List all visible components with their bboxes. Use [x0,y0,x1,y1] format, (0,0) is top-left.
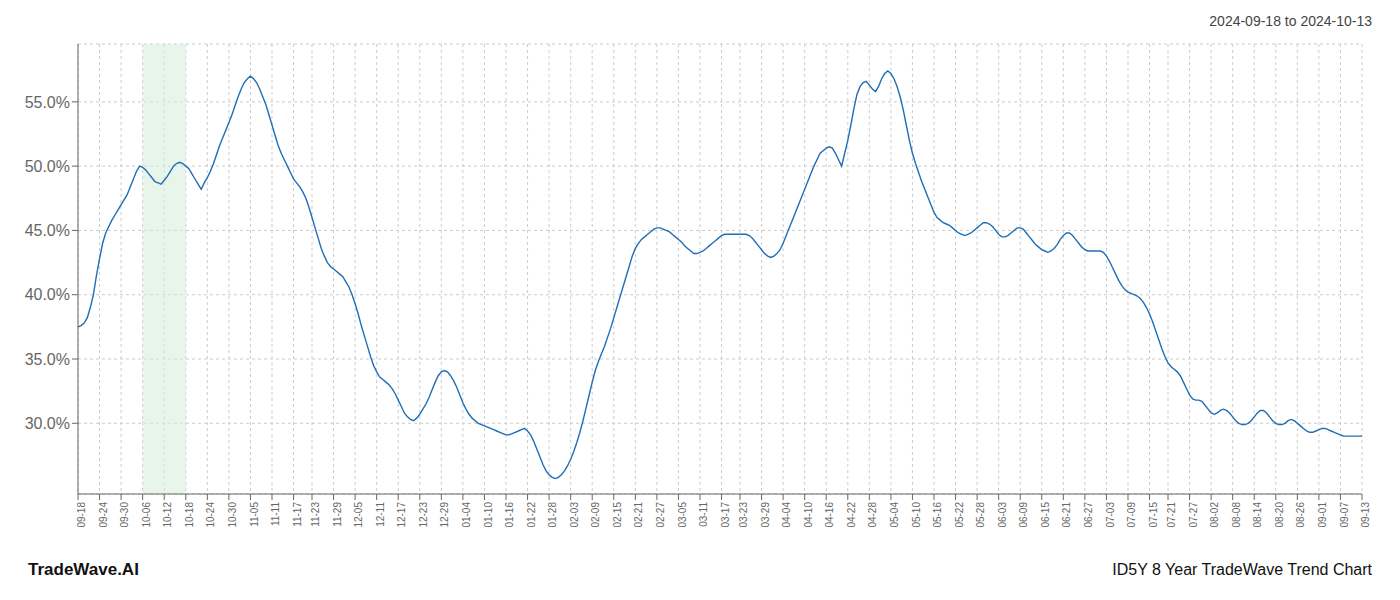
svg-text:05-28: 05-28 [975,502,986,528]
svg-text:02-27: 02-27 [655,502,666,528]
html-text:ID5Y 8 Year TradeWave Trend Ch: ID5Y 8 Year TradeWave Trend Chart [1112,561,1372,578]
svg-text:10-18: 10-18 [184,502,195,528]
svg-text:02-09: 02-09 [590,502,601,528]
svg-text:04-16: 04-16 [824,502,835,528]
svg-text:07-21: 07-21 [1166,502,1177,528]
svg-text:05-22: 05-22 [954,502,965,528]
svg-text:03-29: 03-29 [760,502,771,528]
svg-text:09-01: 09-01 [1317,502,1328,528]
svg-text:35.0%: 35.0% [25,351,70,368]
svg-text:06-15: 06-15 [1040,502,1051,528]
svg-text:40.0%: 40.0% [25,286,70,303]
svg-text:01-10: 01-10 [483,502,494,528]
svg-text:08-26: 08-26 [1295,502,1306,528]
svg-text:02-03: 02-03 [569,502,580,528]
svg-text:03-11: 03-11 [698,502,709,527]
svg-text:10-24: 10-24 [205,502,216,528]
svg-text:04-28: 04-28 [867,502,878,528]
svg-text:09-13: 09-13 [1360,502,1371,528]
svg-text:11-29: 11-29 [332,502,343,527]
svg-text:09-24: 09-24 [98,502,109,528]
svg-text:11-05: 11-05 [249,502,260,527]
svg-text:09-30: 09-30 [119,502,130,528]
svg-text:04-22: 04-22 [846,502,857,528]
svg-text:03-23: 03-23 [738,502,749,528]
svg-text:09-18: 09-18 [76,502,87,528]
svg-text:11-17: 11-17 [292,502,303,527]
svg-text:10-06: 10-06 [141,502,152,528]
svg-text:06-03: 06-03 [997,502,1008,528]
svg-text:01-22: 01-22 [526,502,537,528]
svg-text:07-03: 07-03 [1105,502,1116,528]
svg-text:30.0%: 30.0% [25,415,70,432]
svg-text:11-23: 11-23 [310,502,321,527]
svg-text:01-04: 01-04 [461,502,472,528]
svg-text:07-09: 07-09 [1126,502,1137,528]
svg-text:12-23: 12-23 [418,502,429,528]
svg-text:09-07: 09-07 [1339,502,1350,528]
svg-text:12-05: 12-05 [353,502,364,528]
svg-text:03-05: 03-05 [677,502,688,528]
svg-text:05-16: 05-16 [932,502,943,528]
html-text:2024-09-18 to 2024-10-13: 2024-09-18 to 2024-10-13 [1209,13,1372,29]
svg-text:06-09: 06-09 [1018,502,1029,528]
svg-text:07-27: 07-27 [1188,502,1199,528]
svg-text:02-15: 02-15 [612,502,623,528]
svg-text:10-30: 10-30 [227,502,238,528]
svg-text:55.0%: 55.0% [25,94,70,111]
html-text:TradeWave.AI: TradeWave.AI [28,560,139,579]
svg-text:10-12: 10-12 [162,502,173,528]
svg-text:12-29: 12-29 [439,502,450,528]
svg-text:05-10: 05-10 [911,502,922,528]
svg-text:07-15: 07-15 [1148,502,1159,528]
svg-text:02-21: 02-21 [633,502,644,528]
svg-text:45.0%: 45.0% [25,222,70,239]
svg-text:08-20: 08-20 [1274,502,1285,528]
svg-text:11-11: 11-11 [270,502,281,527]
svg-text:08-14: 08-14 [1252,502,1263,528]
svg-text:08-02: 08-02 [1209,502,1220,528]
svg-text:01-28: 01-28 [547,502,558,528]
svg-text:01-16: 01-16 [504,502,515,528]
svg-text:06-21: 06-21 [1061,502,1072,528]
svg-text:03-17: 03-17 [720,502,731,528]
svg-text:12-11: 12-11 [375,502,386,527]
svg-text:04-10: 04-10 [803,502,814,528]
svg-text:08-08: 08-08 [1231,502,1242,528]
svg-text:12-17: 12-17 [396,502,407,528]
svg-text:50.0%: 50.0% [25,158,70,175]
svg-text:06-27: 06-27 [1083,502,1094,528]
svg-text:05-04: 05-04 [889,502,900,528]
svg-text:04-04: 04-04 [781,502,792,528]
